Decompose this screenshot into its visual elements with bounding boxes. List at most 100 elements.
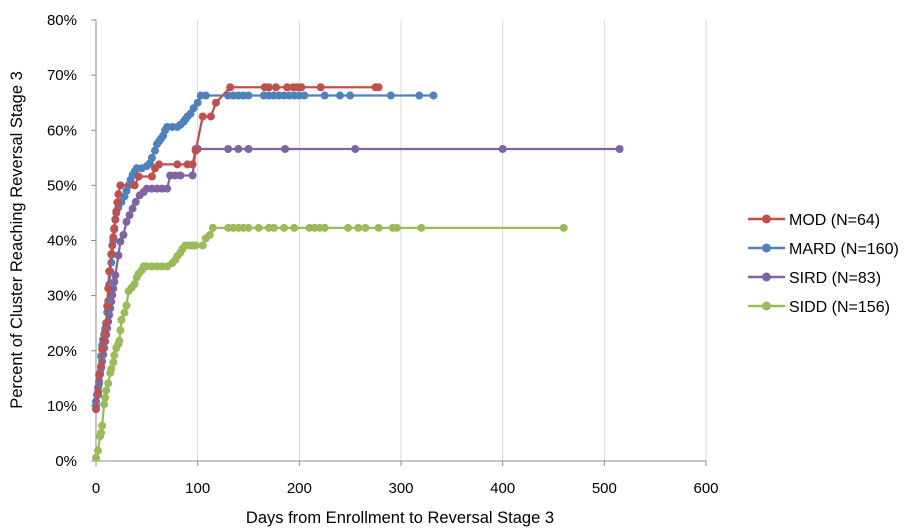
- data-point: [108, 291, 117, 300]
- data-point: [193, 98, 202, 107]
- data-point: [116, 237, 125, 246]
- data-point: [94, 388, 103, 397]
- data-point: [189, 104, 198, 113]
- data-point: [320, 223, 329, 232]
- data-point: [134, 172, 143, 181]
- data-point: [131, 197, 140, 206]
- x-tick-label: 0: [92, 480, 100, 497]
- legend-swatch-marker: [762, 272, 771, 282]
- data-point: [176, 171, 185, 180]
- data-point: [283, 83, 292, 92]
- data-point: [122, 217, 131, 226]
- series-3: [92, 223, 568, 462]
- data-point: [281, 144, 290, 153]
- data-point: [128, 204, 137, 213]
- data-point: [101, 328, 110, 337]
- data-point: [95, 371, 104, 379]
- data-point: [97, 362, 106, 371]
- data-point: [119, 230, 128, 239]
- series-1: [92, 91, 438, 410]
- data-point: [110, 351, 119, 360]
- data-point: [559, 223, 568, 232]
- data-point: [316, 83, 325, 92]
- data-point: [111, 215, 120, 224]
- data-point: [101, 393, 110, 402]
- data-point: [300, 91, 309, 100]
- data-point: [392, 223, 401, 232]
- data-point: [320, 91, 329, 100]
- data-point: [191, 241, 200, 250]
- y-tick-label: 70%: [47, 67, 77, 84]
- x-tick-label: 200: [287, 480, 312, 497]
- series-line: [94, 94, 434, 407]
- y-tick-label: 80%: [47, 12, 77, 29]
- data-point: [105, 267, 114, 276]
- data-point: [130, 181, 139, 190]
- legend-item: SIDD (N=156): [748, 299, 890, 316]
- data-point: [290, 223, 299, 232]
- data-point: [271, 83, 280, 92]
- legend-item: MARD (N=160): [748, 241, 899, 258]
- x-tick-label: 600: [693, 480, 718, 497]
- legend-swatch-marker: [762, 301, 771, 311]
- data-point: [244, 223, 253, 232]
- data-point: [244, 144, 253, 153]
- data-point: [264, 83, 273, 92]
- data-point: [98, 345, 107, 354]
- data-point: [188, 160, 197, 169]
- data-point: [98, 421, 107, 430]
- series-line: [94, 86, 379, 410]
- data-point: [269, 223, 278, 232]
- data-point: [102, 386, 111, 395]
- x-tick-label: 400: [490, 480, 515, 497]
- legend-item: MOD (N=64): [748, 212, 880, 229]
- data-point: [147, 172, 156, 181]
- data-point: [109, 358, 118, 367]
- legend-swatch-marker: [762, 243, 771, 253]
- data-point: [125, 211, 134, 220]
- legend-label: MOD (N=64): [789, 212, 880, 229]
- x-axis-title: Days from Enrollment to Reversal Stage 3: [246, 509, 554, 527]
- data-point: [104, 284, 113, 293]
- data-point: [344, 223, 353, 232]
- y-tick-label: 40%: [47, 233, 77, 250]
- data-point: [155, 160, 164, 169]
- data-point: [498, 144, 507, 153]
- legend: MOD (N=64) MARD (N=160) SIRD (N=83) SIDD (N…: [748, 212, 899, 316]
- data-point: [150, 146, 159, 155]
- data-point: [116, 181, 125, 190]
- data-point: [116, 326, 125, 335]
- data-point: [108, 241, 117, 250]
- data-point: [386, 91, 395, 100]
- data-point: [102, 319, 111, 328]
- data-point: [361, 223, 370, 232]
- data-point: [173, 160, 182, 169]
- y-tick-label: 10%: [47, 398, 77, 415]
- data-point: [147, 153, 156, 162]
- data-point: [244, 91, 253, 100]
- data-point: [109, 233, 118, 242]
- data-point: [104, 379, 113, 388]
- data-point: [191, 146, 200, 155]
- data-point: [615, 144, 624, 153]
- data-point: [112, 207, 121, 216]
- data-point: [374, 83, 383, 92]
- series-2: [92, 144, 624, 406]
- data-point: [107, 364, 116, 373]
- data-point: [94, 446, 103, 455]
- data-point: [100, 336, 109, 345]
- data-point: [297, 83, 306, 92]
- legend-label: SIDD (N=156): [789, 299, 890, 316]
- data-point: [429, 91, 438, 100]
- data-point: [201, 91, 210, 100]
- data-point: [336, 91, 344, 100]
- data-point: [208, 223, 217, 232]
- y-tick-label: 0%: [55, 453, 77, 470]
- data-point: [354, 223, 363, 232]
- series-0: [92, 83, 383, 414]
- data-point: [254, 223, 263, 232]
- data-point: [234, 144, 243, 153]
- data-point: [103, 302, 112, 311]
- data-point: [415, 91, 424, 100]
